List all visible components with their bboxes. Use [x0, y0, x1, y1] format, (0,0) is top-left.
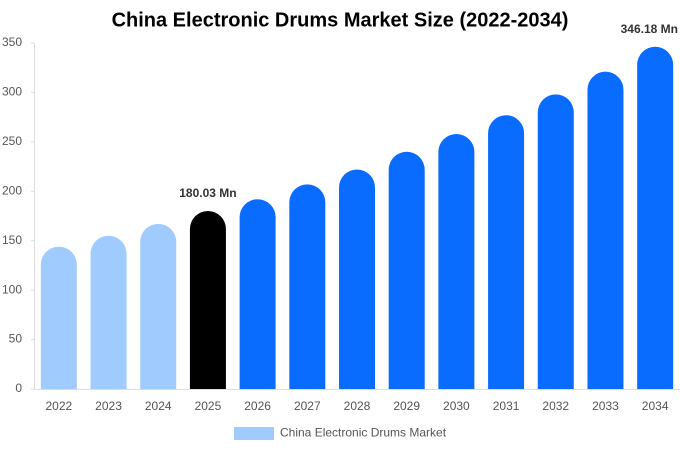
y-tick-label: 200	[2, 183, 22, 197]
x-tick-label: 2034	[642, 399, 669, 413]
bar	[40, 246, 77, 389]
bar	[140, 223, 177, 389]
x-tick-label: 2028	[344, 399, 371, 413]
bar	[339, 169, 375, 389]
x-tick-label: 2024	[145, 399, 172, 413]
bar	[637, 46, 674, 390]
bar	[289, 184, 326, 389]
x-tick-label: 2033	[592, 399, 619, 413]
bar	[90, 235, 127, 389]
bar	[239, 199, 276, 389]
x-tick-label: 2027	[294, 399, 321, 413]
y-tick-label: 150	[2, 233, 22, 247]
chart-title: China Electronic Drums Market Size (2022…	[112, 9, 569, 31]
y-tick-label: 350	[2, 35, 22, 49]
value-label: 180.03 Mn	[179, 186, 236, 200]
value-label: 346.18 Mn	[621, 22, 678, 36]
y-tick-label: 0	[15, 381, 22, 395]
x-tick-label: 2023	[95, 399, 122, 413]
bar	[587, 71, 624, 389]
y-tick-label: 250	[2, 134, 22, 148]
legend-swatch	[234, 427, 274, 440]
legend-label: China Electronic Drums Market	[280, 426, 447, 440]
x-tick-label: 2032	[542, 399, 569, 413]
x-tick-label: 2029	[393, 399, 420, 413]
y-tick-label: 100	[2, 282, 22, 296]
x-tick-label: 2031	[493, 399, 520, 413]
x-tick-label: 2026	[244, 399, 271, 413]
x-tick-label: 2030	[443, 399, 470, 413]
bar	[189, 211, 226, 389]
x-tick-label: 2022	[45, 399, 72, 413]
y-tick-label: 300	[2, 85, 22, 99]
bar	[388, 151, 425, 389]
bar	[438, 133, 475, 389]
y-tick-label: 50	[9, 332, 23, 346]
bar	[488, 115, 525, 390]
x-tick-label: 2025	[195, 399, 222, 413]
bar	[537, 94, 574, 390]
